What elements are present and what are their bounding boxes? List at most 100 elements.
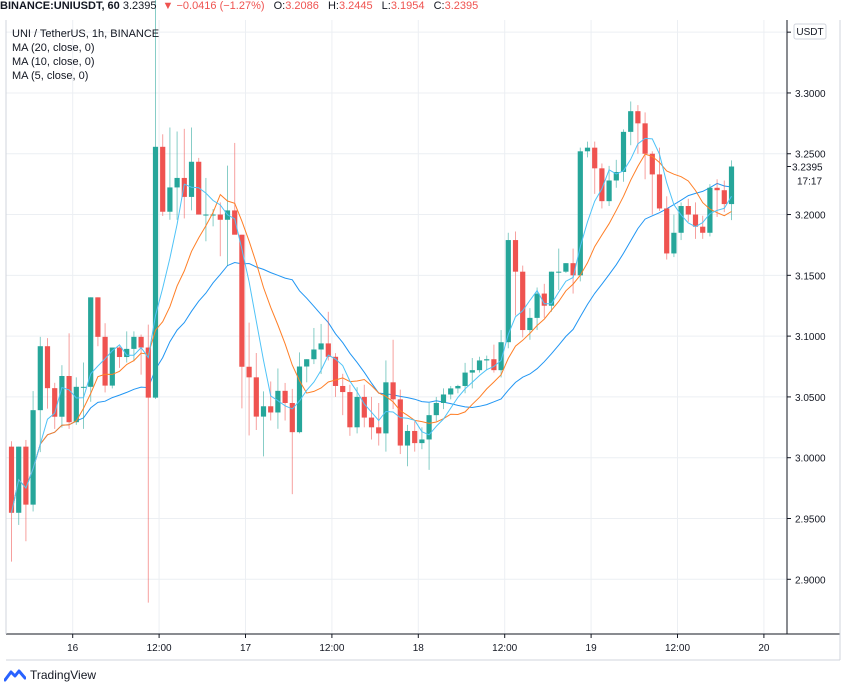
low-value: 3.1954 (390, 0, 425, 12)
y-tick-label: 3.2000 (795, 211, 826, 222)
candle (66, 333, 72, 429)
candle-body (332, 356, 339, 386)
candle-body (95, 297, 101, 337)
candle (102, 323, 108, 393)
candle (455, 384, 461, 394)
candle-body (73, 386, 79, 423)
candle-body (347, 392, 353, 428)
symbol-header: BINANCE:UNIUSDT, 60 3.2395 ▼ −0.0416 (−1.… (0, 0, 790, 14)
candle (23, 439, 29, 542)
candle (376, 402, 382, 446)
candle (160, 134, 166, 216)
candle-body (131, 336, 137, 349)
candle (462, 362, 468, 394)
candle (354, 387, 360, 434)
candle (649, 151, 655, 215)
candle-body (448, 388, 454, 395)
candle-body (109, 347, 115, 386)
candle (548, 271, 555, 312)
candle (599, 163, 605, 209)
candle (728, 160, 735, 221)
candle (311, 327, 317, 365)
candle-body (124, 348, 130, 358)
candle-body (426, 415, 432, 440)
ma10-series (11, 153, 732, 513)
x-tick-label: 20 (758, 643, 770, 654)
open-label: O: (273, 0, 286, 12)
candle (692, 202, 699, 239)
legend-ma5[interactable]: MA (5, close, 0) (12, 70, 89, 82)
candle (131, 331, 137, 362)
candle (167, 127, 173, 220)
candle (289, 388, 295, 495)
candle-body (354, 396, 360, 428)
candle (275, 368, 281, 429)
candle-body (145, 347, 151, 398)
currency-label[interactable]: USDT (793, 23, 827, 40)
candle (59, 365, 65, 428)
candle-body (563, 263, 569, 272)
candle (203, 177, 209, 242)
candle-body (440, 394, 447, 403)
candle-body (476, 360, 483, 371)
candle (30, 391, 36, 512)
candle (440, 388, 447, 410)
legend-title: UNI / TetherUS, 1h, BINANCE (12, 28, 160, 40)
y-tick-label: 3.3000 (795, 89, 826, 100)
candle (304, 359, 310, 383)
candle (520, 265, 526, 338)
candle-body (23, 446, 29, 505)
candle (282, 382, 288, 421)
candle-body (102, 336, 108, 386)
last-price-tag: 3.2395 17:17 (787, 163, 823, 188)
candle-body (700, 226, 706, 233)
candle (570, 248, 576, 294)
candle-body (685, 206, 691, 215)
y-axis-ticks: 3.35003.30003.25003.20003.15003.10003.05… (787, 28, 826, 586)
candle (390, 339, 396, 410)
candle (426, 402, 432, 470)
candle-body (361, 396, 367, 418)
candle (368, 396, 375, 440)
candle (505, 232, 511, 349)
candle-body (289, 402, 295, 433)
candle-body (714, 187, 720, 191)
candle-body (253, 377, 259, 417)
candle-body (246, 366, 252, 378)
last-price-value: 3.2395 (792, 163, 823, 174)
legend-ma10[interactable]: MA (10, close, 0) (12, 56, 95, 68)
candle-body (692, 214, 699, 227)
chart-legend: UNI / TetherUS, 1h, BINANCE MA (20, clos… (12, 27, 159, 83)
x-tick-label: 16 (67, 643, 79, 654)
y-tick-label: 3.1500 (795, 271, 826, 282)
candle (433, 396, 439, 422)
x-tick-label: 17 (240, 643, 252, 654)
y-tick-label: 3.0500 (795, 393, 826, 404)
symbol-name[interactable]: BINANCE:UNIUSDT, 60 (0, 0, 120, 12)
y-tick-label: 3.2500 (795, 150, 826, 161)
candle (700, 215, 706, 239)
candle-body (390, 382, 396, 400)
candle (8, 441, 15, 562)
candle (181, 128, 187, 219)
candle (239, 234, 245, 409)
ma20-series (11, 182, 732, 513)
tradingview-footer[interactable]: TradingView (4, 665, 96, 685)
high-value: 3.2445 (338, 0, 373, 12)
candle-body (44, 346, 51, 389)
candle (116, 346, 123, 368)
candle-body (491, 359, 497, 371)
y-tick-label: 2.9500 (795, 514, 826, 525)
candle-body (534, 293, 540, 318)
bar-countdown: 17:17 (797, 177, 822, 188)
brand-name: TradingView (30, 668, 97, 682)
x-tick-label: 12:00 (665, 643, 690, 654)
candle-body (275, 390, 281, 413)
last-price: 3.2395 (122, 0, 157, 12)
candle-body (577, 151, 583, 276)
candle (469, 358, 475, 389)
close-label: C: (433, 0, 445, 12)
candle (664, 196, 670, 260)
legend-ma20[interactable]: MA (20, close, 0) (12, 42, 95, 54)
